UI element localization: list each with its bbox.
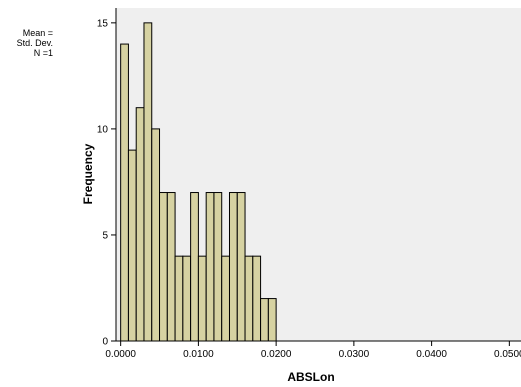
histogram-bar-14 xyxy=(228,192,238,342)
histogram-bar-8 xyxy=(182,255,192,342)
x-tick-label-3: 0.0300 xyxy=(339,349,370,360)
histogram-bar-5 xyxy=(159,192,168,342)
histogram-bar-10 xyxy=(197,255,207,342)
stats-n-label: N =1 xyxy=(33,48,53,58)
x-tick-label-2: 0.0200 xyxy=(261,349,292,360)
histogram-bar-16 xyxy=(244,255,254,342)
stats-std-label: Std. Dev. xyxy=(16,38,53,48)
x-tick-label-1: 0.0100 xyxy=(183,349,214,360)
axes-layer: 0 5 10 15 0.0000 0.0100 0.0200 0.0300 0.0400 0.05… xyxy=(97,8,521,360)
histogram-bar-13 xyxy=(221,255,230,342)
histogram-bar-11 xyxy=(205,192,215,342)
histogram-bar-6 xyxy=(166,192,176,342)
stats-mean-label: Mean = xyxy=(22,28,53,38)
histogram-bar-17 xyxy=(252,255,262,342)
histogram-bar-15 xyxy=(236,192,246,342)
histogram-bar-3 xyxy=(143,22,153,342)
histogram-bar-18 xyxy=(260,298,269,342)
histogram-bar-2 xyxy=(135,107,145,342)
y-tick-label-0: 0 xyxy=(102,337,108,348)
histogram-bar-1 xyxy=(127,149,137,342)
y-tick-label-1: 5 xyxy=(102,230,108,241)
y-axis-title: Frequency xyxy=(81,143,95,204)
histogram-bar-7 xyxy=(174,255,184,342)
y-tick-label-3: 15 xyxy=(97,18,109,29)
x-tick-label-5: 0.0500 xyxy=(494,349,521,360)
y-tick-label-2: 10 xyxy=(97,124,109,135)
histogram-bar-19 xyxy=(267,298,277,342)
x-axis-title: ABSLon xyxy=(287,370,334,384)
x-tick-label-0: 0.0000 xyxy=(105,349,136,360)
histogram-bar-12 xyxy=(213,192,223,342)
histogram-bar-0 xyxy=(120,43,129,342)
histogram-bar-4 xyxy=(151,128,161,342)
stats-legend: Mean = Std. Dev. N =1 xyxy=(17,28,53,58)
x-tick-label-4: 0.0400 xyxy=(416,349,447,360)
histogram-bar-9 xyxy=(190,192,199,342)
